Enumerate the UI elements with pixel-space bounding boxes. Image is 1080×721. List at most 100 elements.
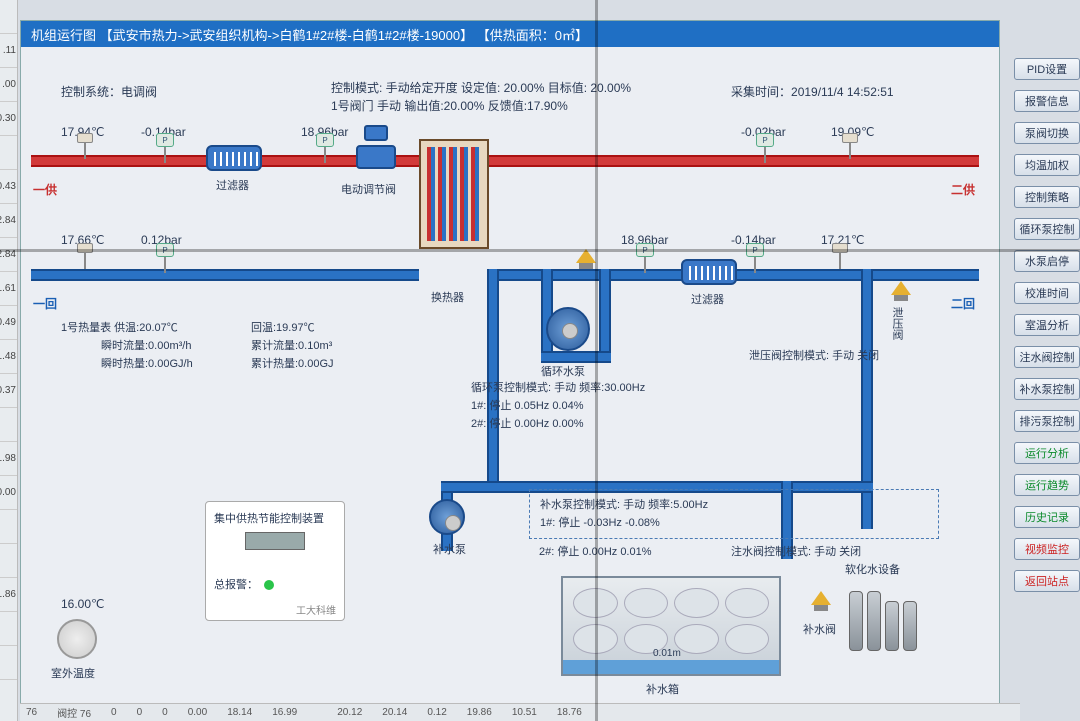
btn-pid[interactable]: PID设置 — [1014, 58, 1080, 80]
left-cell — [0, 612, 17, 646]
vpipe — [599, 269, 611, 359]
left-value-column: .11 .00 0.30 0.43 2.84 2.84 1.61 0.49 1.… — [0, 0, 18, 721]
bottom-cell: 0 — [111, 707, 117, 718]
btn-calibrate[interactable]: 校准时间 — [1014, 282, 1080, 304]
bottom-cell: 10.51 — [512, 707, 537, 718]
circ-pump-l1: 1#: 停止 0.05Hz 0.04% — [471, 397, 584, 413]
makeup-l1: 1#: 停止 -0.03Hz -0.08% — [540, 514, 928, 532]
left-cell: 1.98 — [0, 442, 17, 476]
btn-pump-valve[interactable]: 泵阀切换 — [1014, 122, 1080, 144]
btn-avg-temp[interactable]: 均温加权 — [1014, 154, 1080, 176]
makeup-pump-icon[interactable] — [429, 499, 465, 535]
left-cell: .11 — [0, 34, 17, 68]
title-text: 机组运行图 【武安市热力->武安组织机构->白鹤1#2#楼-白鹤1#2#楼-19… — [31, 25, 588, 44]
bottom-cell: 0 — [137, 707, 143, 718]
temp-sensor-icon — [76, 243, 94, 271]
tank-label: 补水箱 — [646, 681, 679, 697]
outdoor-dial-icon — [57, 619, 97, 659]
left-cell: 2.84 — [0, 204, 17, 238]
ctrlbox-alarm: 总报警： — [214, 579, 258, 591]
btn-return-site[interactable]: 返回站点 — [1014, 570, 1080, 592]
bottom-cell: 阀控 76 — [57, 705, 91, 720]
ctrlbox-title: 集中供热节能控制装置 — [214, 510, 336, 526]
small-valve-icon[interactable] — [576, 249, 596, 269]
collect-time-label: 采集时间：2019/11/4 14:52:51 — [731, 83, 894, 100]
left-cell — [0, 646, 17, 680]
meter-l3: 累计流量:0.10m³ — [251, 337, 332, 353]
bottom-cell: 20.14 — [382, 707, 407, 718]
meter-l1: 瞬时流量:0.00m³/h — [101, 337, 191, 353]
valve1-label: 1号阀门 手动 输出值:20.00% 反馈值:17.90% — [331, 97, 568, 114]
bottom-cell: 0.12 — [427, 707, 446, 718]
bottom-cell: 0.00 — [188, 707, 207, 718]
control-device-box[interactable]: 集中供热节能控制装置 总报警： 工大科维 — [205, 501, 345, 621]
bottom-cell: 0 — [162, 707, 168, 718]
supply-pipe-right — [489, 155, 979, 167]
circ-pump-l2: 2#: 停止 0.00Hz 0.00% — [471, 415, 584, 431]
circulation-pump-icon[interactable] — [546, 307, 590, 351]
meter-l2: 瞬时热量:0.00GJ/h — [101, 355, 193, 371]
temp-sensor-icon — [841, 133, 859, 161]
left-cell: 0.00 — [0, 476, 17, 510]
return-filter-icon[interactable] — [681, 259, 737, 285]
supply-filter-label: 过滤器 — [216, 177, 249, 193]
tank-level: 0.01m — [653, 648, 681, 659]
btn-drain-pump[interactable]: 排污泵控制 — [1014, 410, 1080, 432]
relief-mode-label: 泄压阀控制模式: 手动 关闭 — [749, 347, 879, 363]
temp-sensor-icon — [76, 133, 94, 161]
btn-makeup-pump[interactable]: 补水泵控制 — [1014, 378, 1080, 400]
control-valve-label: 电动调节阀 — [341, 181, 396, 197]
inject-mode: 注水阀控制模式: 手动 关闭 — [731, 543, 861, 559]
title-bar: 机组运行图 【武安市热力->武安组织机构->白鹤1#2#楼-白鹤1#2#楼-19… — [21, 21, 999, 47]
press-sensor-icon: P — [636, 243, 654, 271]
ctrlbox-screen-icon — [245, 532, 305, 550]
left-cell — [0, 408, 17, 442]
relief-valve-label: 泄压阀 — [889, 307, 905, 340]
makeup-valve-icon[interactable] — [811, 591, 831, 611]
relief-valve-icon[interactable] — [891, 281, 911, 301]
left-cell: 1.86 — [0, 578, 17, 612]
temp-sensor-icon — [831, 243, 849, 271]
left-cell — [0, 0, 17, 34]
outdoor-temp: 16.00℃ — [61, 597, 105, 611]
btn-history[interactable]: 历史记录 — [1014, 506, 1080, 528]
left-cell: 1.48 — [0, 340, 17, 374]
water-tank-icon[interactable]: 0.01m — [561, 576, 781, 676]
press-sensor-icon: P — [156, 243, 174, 271]
meter-title: 1号热量表 供温:20.07℃ — [61, 319, 178, 335]
control-system-label: 控制系统：电调阀 — [61, 83, 157, 100]
left-cell: .00 — [0, 68, 17, 102]
left-cell: 0.30 — [0, 102, 17, 136]
btn-pump-start[interactable]: 水泵启停 — [1014, 250, 1080, 272]
press-sensor-icon: P — [756, 133, 774, 161]
return-left-label: 一回 — [33, 295, 57, 312]
btn-alarm[interactable]: 报警信息 — [1014, 90, 1080, 112]
btn-room-temp[interactable]: 室温分析 — [1014, 314, 1080, 336]
control-valve-icon[interactable] — [356, 125, 396, 175]
btn-run-trend[interactable]: 运行趋势 — [1014, 474, 1080, 496]
btn-run-analysis[interactable]: 运行分析 — [1014, 442, 1080, 464]
btn-circ-pump[interactable]: 循环泵控制 — [1014, 218, 1080, 240]
outdoor-label: 室外温度 — [51, 665, 95, 681]
left-cell — [0, 510, 17, 544]
left-cell: 1.61 — [0, 272, 17, 306]
supply-filter-icon[interactable] — [206, 145, 262, 171]
hpipe — [541, 351, 611, 363]
left-cell: 2.84 — [0, 238, 17, 272]
softener-icon[interactable] — [849, 591, 917, 651]
makeup-pump-label: 补水泵 — [433, 541, 466, 557]
circ-pump-label: 循环水泵 — [541, 363, 585, 379]
bottom-cell: 20.12 — [337, 707, 362, 718]
control-mode-label: 控制模式: 手动给定开度 设定值: 20.00% 目标值: 20.00% — [331, 79, 631, 96]
btn-video[interactable]: 视频监控 — [1014, 538, 1080, 560]
videowall-seam-h — [0, 249, 1080, 252]
btn-strategy[interactable]: 控制策略 — [1014, 186, 1080, 208]
meter-return: 回温:19.97℃ — [251, 319, 315, 335]
bottom-cell: 18.76 — [557, 707, 582, 718]
bottom-status-row: 76 阀控 76 0 0 0 0.00 18.14 16.99 20.12 20… — [20, 703, 1020, 721]
makeup-valve-label: 补水阀 — [803, 621, 836, 637]
press-sensor-icon: P — [156, 133, 174, 161]
btn-inject-valve[interactable]: 注水阀控制 — [1014, 346, 1080, 368]
supply-left-label: 一供 — [33, 181, 57, 198]
heat-exchanger-icon[interactable] — [419, 139, 489, 249]
